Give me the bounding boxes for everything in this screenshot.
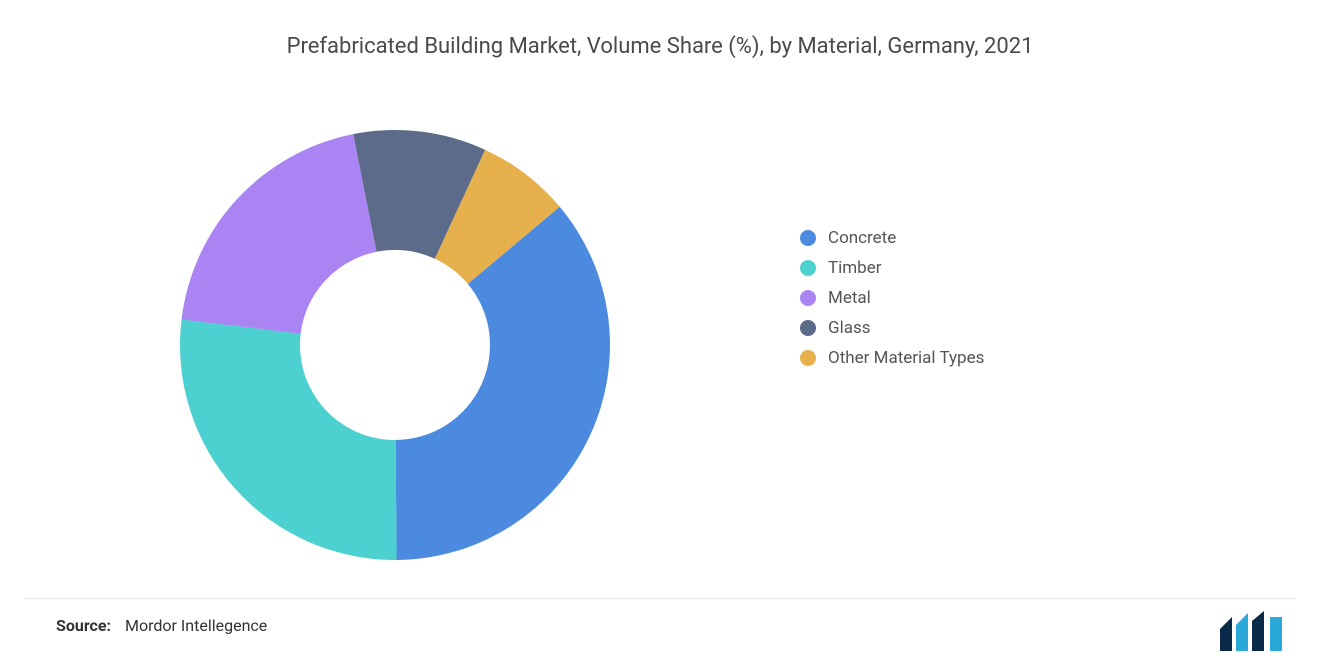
chart-container: Prefabricated Building Market, Volume Sh… <box>0 0 1320 665</box>
divider <box>24 598 1296 599</box>
donut-chart <box>150 100 640 590</box>
legend-label: Metal <box>828 288 871 308</box>
legend-item: Other Material Types <box>800 348 984 368</box>
legend-swatch <box>800 230 816 246</box>
legend-label: Glass <box>828 318 871 338</box>
logo-bar <box>1236 613 1248 651</box>
source-label: Source: <box>56 616 111 635</box>
legend-item: Timber <box>800 258 984 278</box>
legend-swatch <box>800 290 816 306</box>
chart-title: Prefabricated Building Market, Volume Sh… <box>0 34 1320 59</box>
donut-slice-metal <box>182 134 377 334</box>
logo-bar <box>1270 617 1282 651</box>
logo-icon <box>1216 611 1290 651</box>
legend-swatch <box>800 320 816 336</box>
logo-bar <box>1252 611 1264 651</box>
source-value: Mordor Intellegence <box>125 616 267 635</box>
donut-slice-timber <box>180 320 397 560</box>
donut-slice-concrete <box>396 207 610 560</box>
legend-swatch <box>800 260 816 276</box>
logo-bar <box>1220 617 1232 651</box>
legend-item: Metal <box>800 288 984 308</box>
legend-item: Glass <box>800 318 984 338</box>
chart-title-text: Prefabricated Building Market, Volume Sh… <box>287 34 1034 59</box>
brand-logo <box>1216 611 1290 651</box>
legend: Concrete Timber Metal Glass Other Material T… <box>800 228 984 378</box>
legend-label: Other Material Types <box>828 348 984 368</box>
legend-label: Timber <box>828 258 882 278</box>
source-line: Source: Mordor Intellegence <box>56 616 267 635</box>
legend-item: Concrete <box>800 228 984 248</box>
legend-label: Concrete <box>828 228 896 248</box>
legend-swatch <box>800 350 816 366</box>
donut-svg <box>150 100 640 590</box>
